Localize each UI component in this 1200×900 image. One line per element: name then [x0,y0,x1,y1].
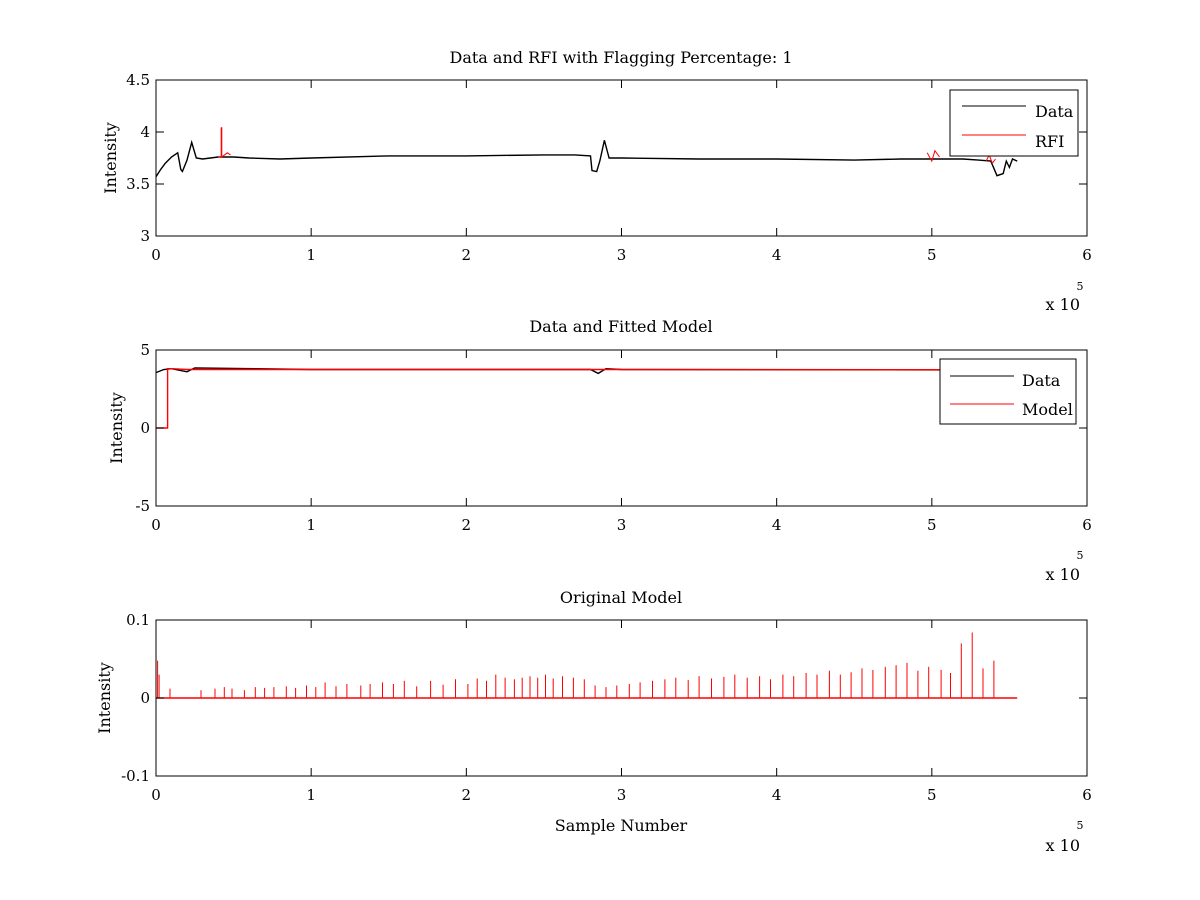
x-tick-label: 1 [306,246,316,264]
x-multiplier-base: x 10 [1046,295,1080,314]
rfi-series-segment [985,153,996,165]
panel-data-and-fitted-model: Data and Fitted Model 0 1 2 3 4 5 6-505 Intens… [107,317,1092,584]
x-multiplier-exponent: 5 [1077,549,1084,562]
y-tick-label: -5 [135,497,150,515]
legend-label-model: Model [1022,400,1073,419]
x-tick-label: 0 [151,786,161,804]
x-tick-label: 2 [462,246,472,264]
x-tick-label: 5 [927,246,937,264]
y-axis-label: Intensity [107,392,126,464]
y-axis-label: Intensity [95,662,114,734]
x-multiplier-base: x 10 [1046,565,1080,584]
y-axis-label: Intensity [101,122,120,194]
x-axis-multiplier: x 10 5 [1046,819,1084,855]
y-tick-label: -0.1 [121,767,150,785]
x-tick-label: 2 [462,516,472,534]
legend-label-data: Data [1022,371,1061,390]
y-tick-label: 0.1 [126,611,150,629]
axis-ticks: 0 1 2 3 4 5 6 3 3.5 4 4.5 [126,71,1092,264]
x-tick-label: 6 [1082,786,1092,804]
plot-area [155,127,1018,178]
axis-ticks: 0 1 2 3 4 5 6-0.100.1 [121,611,1092,804]
y-tick-label: 0 [140,419,150,437]
x-multiplier-exponent: 5 [1077,280,1084,293]
x-axis-multiplier: x 10 5 [1046,280,1084,314]
legend: Data RFI [949,89,1079,157]
y-tick-label: 5 [140,341,150,359]
panel-title: Data and RFI with Flagging Percentage: 1 [449,48,792,67]
legend-label-rfi: RFI [1035,132,1064,151]
x-tick-label: 4 [772,786,782,804]
x-tick-label: 4 [772,516,782,534]
legend-label-data: Data [1035,102,1074,121]
rfi-series-segment [926,149,941,163]
x-multiplier-base: x 10 [1046,836,1080,855]
panel-title: Original Model [560,588,682,607]
x-tick-label: 3 [617,246,627,264]
x-tick-label: 6 [1082,246,1092,264]
y-tick-label: 4.5 [126,71,150,89]
x-tick-label: 1 [306,786,316,804]
y-tick-label: 0 [140,689,150,707]
panel-title: Data and Fitted Model [529,317,712,336]
panel-original-model: Original Model 0 1 2 3 4 5 6-0.100.1 Intensity… [95,588,1092,855]
x-tick-label: 5 [927,786,937,804]
x-axis-multiplier: x 10 5 [1046,549,1084,584]
legend-box [949,89,1079,157]
axis-ticks: 0 1 2 3 4 5 6-505 [135,341,1091,534]
x-tick-label: 4 [772,246,782,264]
x-tick-label: 1 [306,516,316,534]
y-tick-label: 3.5 [126,175,150,193]
rfi-series-segment [218,127,231,159]
data-series [155,139,1018,178]
x-tick-label: 3 [617,786,627,804]
plot-area [156,632,1018,699]
model-series [156,368,1018,429]
x-tick-label: 2 [462,786,472,804]
x-tick-label: 0 [151,246,161,264]
panel-data-and-rfi: Data and RFI with Flagging Percentage: 1… [101,48,1092,314]
plot-area [155,367,1018,429]
y-tick-label: 4 [140,123,150,141]
legend-box [939,358,1077,425]
y-tick-label: 3 [140,227,150,245]
x-multiplier-exponent: 5 [1077,819,1084,832]
x-tick-label: 3 [617,516,627,534]
x-tick-label: 0 [151,516,161,534]
legend: Data Model [939,358,1077,425]
x-tick-label: 5 [927,516,937,534]
x-axis-label: Sample Number [555,816,688,835]
x-tick-label: 6 [1082,516,1092,534]
